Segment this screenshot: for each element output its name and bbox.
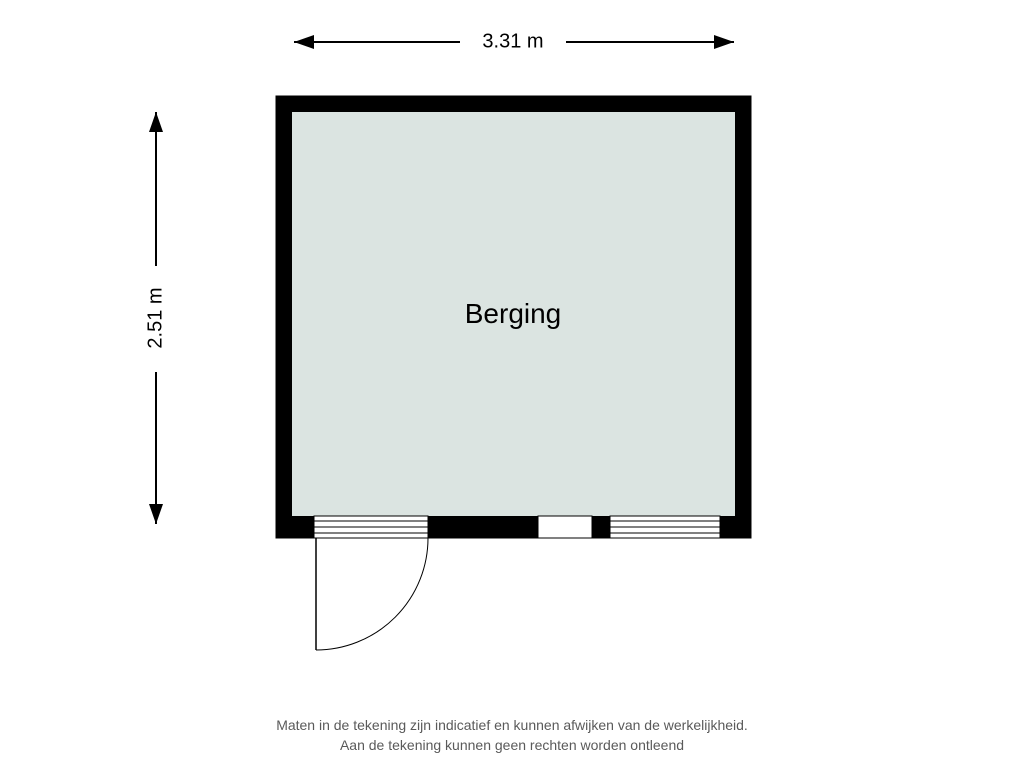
- floorplan-canvas: 3.31 m 2.51 m Berging Maten in de tekeni…: [0, 0, 1024, 768]
- disclaimer-line2: Aan de tekening kunnen geen rechten word…: [340, 737, 684, 753]
- window-left: [314, 516, 428, 538]
- door-opening: [538, 516, 592, 538]
- disclaimer-text: Maten in de tekening zijn indicatief en …: [276, 716, 748, 755]
- door-swing: [316, 538, 428, 650]
- dimension-width-label: 3.31 m: [482, 31, 543, 54]
- floorplan-svg: [0, 0, 1024, 768]
- room-label: Berging: [465, 298, 562, 330]
- wall-top: [276, 96, 751, 112]
- dimension-height-label: 2.51 m: [145, 287, 168, 348]
- window-right: [610, 516, 720, 538]
- wall-right: [735, 96, 751, 538]
- wall-left: [276, 96, 292, 538]
- disclaimer-line1: Maten in de tekening zijn indicatief en …: [276, 717, 748, 733]
